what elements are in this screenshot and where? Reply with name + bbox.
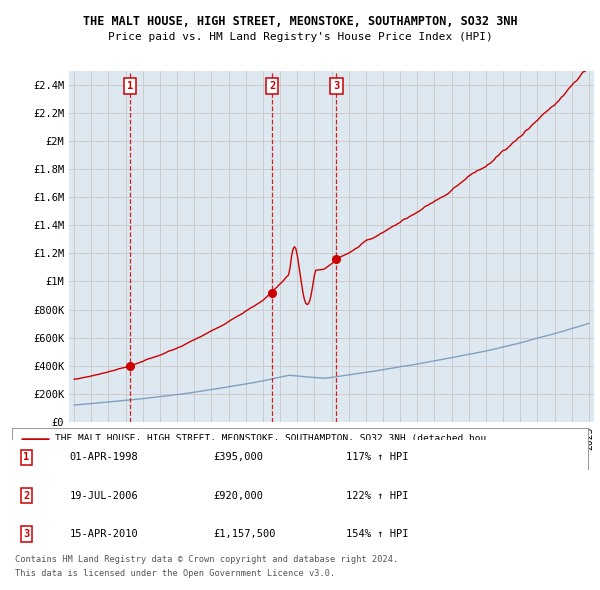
Text: 2: 2: [23, 491, 29, 500]
Text: 1: 1: [23, 453, 29, 462]
Text: 01-APR-1998: 01-APR-1998: [70, 453, 139, 462]
Text: 19-JUL-2006: 19-JUL-2006: [70, 491, 139, 500]
Text: £1,157,500: £1,157,500: [214, 529, 276, 539]
Text: 2: 2: [269, 81, 275, 91]
Text: THE MALT HOUSE, HIGH STREET, MEONSTOKE, SOUTHAMPTON, SO32 3NH: THE MALT HOUSE, HIGH STREET, MEONSTOKE, …: [83, 15, 517, 28]
Text: 3: 3: [23, 529, 29, 539]
Text: 122% ↑ HPI: 122% ↑ HPI: [346, 491, 409, 500]
Text: THE MALT HOUSE, HIGH STREET, MEONSTOKE, SOUTHAMPTON, SO32 3NH (detached hou: THE MALT HOUSE, HIGH STREET, MEONSTOKE, …: [55, 434, 487, 444]
Text: HPI: Average price, detached house, Winchester: HPI: Average price, detached house, Winc…: [55, 453, 320, 463]
Text: 154% ↑ HPI: 154% ↑ HPI: [346, 529, 409, 539]
Text: 15-APR-2010: 15-APR-2010: [70, 529, 139, 539]
Text: 1: 1: [127, 81, 133, 91]
Text: £920,000: £920,000: [214, 491, 263, 500]
Text: 117% ↑ HPI: 117% ↑ HPI: [346, 453, 409, 462]
Text: This data is licensed under the Open Government Licence v3.0.: This data is licensed under the Open Gov…: [15, 569, 335, 578]
Text: Price paid vs. HM Land Registry's House Price Index (HPI): Price paid vs. HM Land Registry's House …: [107, 32, 493, 42]
Text: 3: 3: [334, 81, 340, 91]
Text: Contains HM Land Registry data © Crown copyright and database right 2024.: Contains HM Land Registry data © Crown c…: [15, 555, 398, 563]
Text: £395,000: £395,000: [214, 453, 263, 462]
